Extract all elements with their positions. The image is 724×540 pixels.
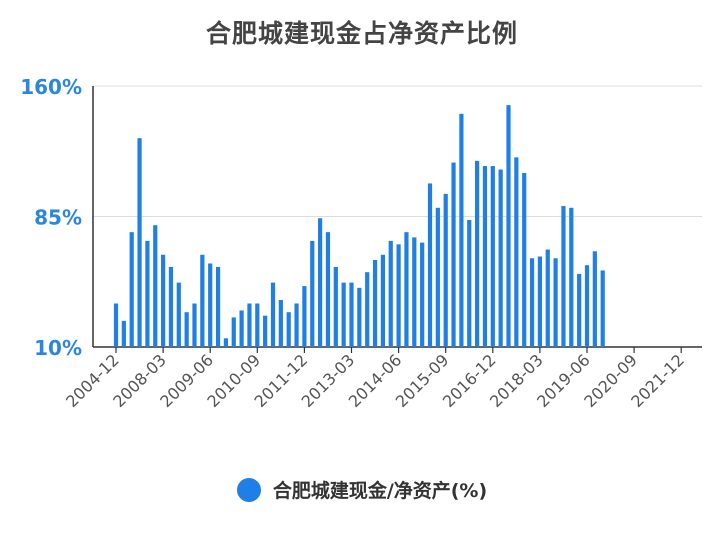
bar [372, 260, 378, 347]
bar [427, 183, 433, 347]
chart-title: 合肥城建现金占净资产比例 [205, 19, 518, 48]
bar [325, 232, 331, 347]
bar [498, 169, 503, 347]
bar [561, 206, 566, 347]
bar [490, 166, 495, 347]
bar [215, 266, 221, 347]
bar [577, 273, 582, 347]
bar [247, 303, 252, 347]
bar [113, 303, 119, 347]
bar [514, 157, 519, 347]
bar [153, 225, 158, 347]
bar [459, 113, 464, 347]
y-tick-label: 160% [20, 75, 82, 99]
bar [396, 244, 401, 347]
bar [553, 258, 558, 347]
bar [584, 265, 590, 347]
bar [592, 251, 597, 347]
bar [286, 312, 291, 347]
bar [333, 266, 338, 347]
bar [569, 207, 574, 347]
bar [137, 138, 142, 347]
bar [380, 254, 385, 347]
bar [482, 166, 488, 347]
x-tick-labels: 2004-122008-032009-062010-092011-122013-… [62, 350, 688, 411]
axes [92, 86, 682, 353]
bar [231, 317, 236, 347]
bar [435, 207, 440, 347]
bar [310, 240, 315, 347]
legend-label: 合肥城建现金/净资产(%) [272, 480, 488, 502]
bar [318, 218, 323, 347]
bar [412, 237, 417, 347]
bar [184, 312, 189, 347]
bar [129, 232, 134, 347]
bar [404, 232, 409, 347]
bar [239, 310, 244, 347]
bar [357, 287, 362, 347]
bar [302, 286, 307, 347]
bar [121, 320, 126, 347]
bar [451, 162, 456, 347]
bar [365, 272, 370, 347]
bar [475, 160, 480, 347]
bar [192, 303, 197, 347]
bar [270, 282, 276, 347]
bar [506, 105, 511, 347]
y-tick-label: 85% [34, 206, 82, 230]
y-tick-labels: 160% 85% 10% [20, 75, 82, 360]
bar [278, 300, 283, 347]
bar [443, 193, 448, 347]
bar [600, 270, 605, 347]
chart-plot: 160% 85% 10% 2004-122008-032009-062010-092… [20, 75, 702, 411]
bar [255, 303, 260, 347]
bar [349, 282, 354, 347]
bars [113, 105, 605, 347]
bar [388, 240, 393, 347]
bar [176, 282, 181, 347]
bar [161, 254, 166, 347]
bar [208, 263, 213, 347]
bar [145, 240, 150, 347]
bar [529, 258, 535, 347]
bar [200, 254, 205, 347]
bar [420, 242, 425, 347]
bar [522, 173, 527, 347]
bar [168, 266, 174, 347]
bar [545, 249, 550, 347]
bar [263, 315, 268, 347]
bar [294, 303, 299, 347]
bar [537, 256, 542, 347]
bar [341, 282, 346, 347]
bar [467, 219, 472, 347]
legend[interactable]: 合肥城建现金/净资产(%) [0, 476, 724, 503]
legend-marker-icon [236, 477, 261, 502]
bar [223, 338, 228, 347]
y-tick-label: 10% [34, 336, 82, 360]
